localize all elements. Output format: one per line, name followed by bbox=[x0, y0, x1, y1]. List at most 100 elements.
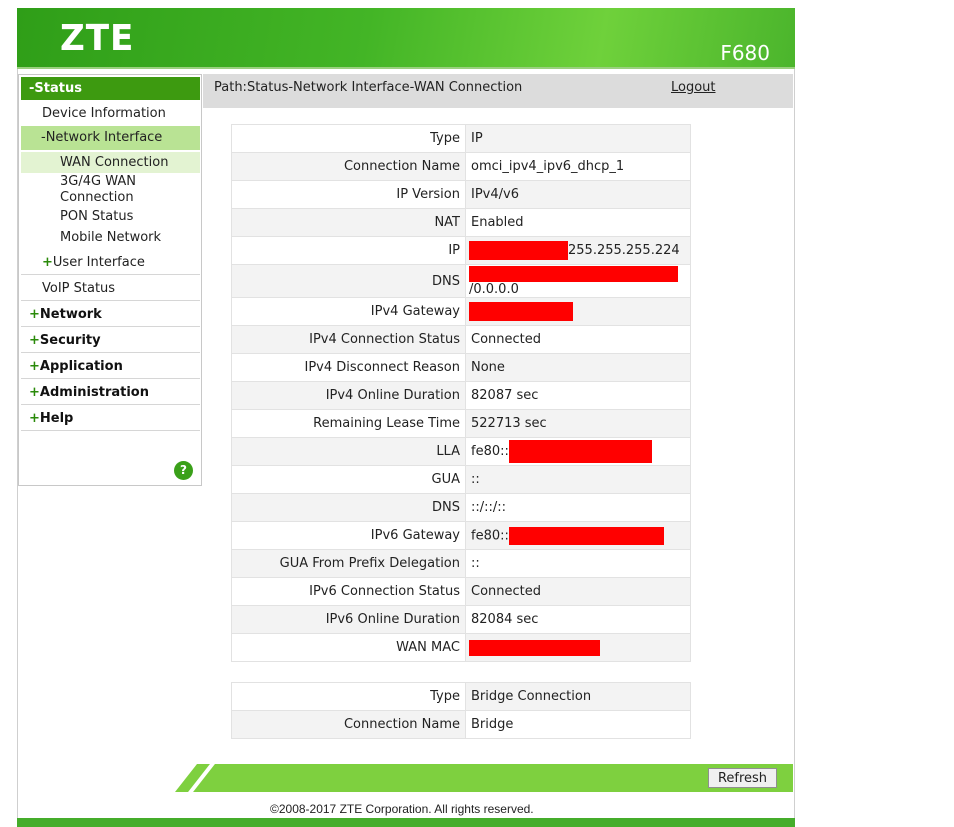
model-name: F680 bbox=[720, 41, 770, 65]
footer-bar bbox=[175, 764, 793, 792]
redaction-block bbox=[508, 526, 664, 545]
field-value: 82084 sec bbox=[465, 605, 691, 634]
field-label: IP Version bbox=[231, 180, 466, 209]
redaction-block bbox=[469, 639, 600, 656]
field-label: IPv6 Online Duration bbox=[231, 605, 466, 634]
field-value: IPv4/v6 bbox=[465, 180, 691, 209]
field-label: IPv4 Connection Status bbox=[231, 325, 466, 354]
table-row: GUA:: bbox=[231, 465, 691, 494]
sidebar-item-device-information[interactable]: Device Information bbox=[42, 106, 166, 121]
copyright-text: ©2008-2017 ZTE Corporation. All rights r… bbox=[270, 802, 534, 816]
wan-connection-table: Type IP Connection Name omci_ipv4_ipv6_dhc… bbox=[231, 124, 691, 662]
table-row: IP 255.255.255.224 bbox=[231, 236, 691, 265]
logout-link[interactable]: Logout bbox=[671, 80, 716, 95]
table-row: Type IP bbox=[231, 124, 691, 153]
sidebar-item-3g4g-wan-line1[interactable]: 3G/4G WAN bbox=[60, 174, 136, 189]
field-value bbox=[465, 633, 691, 662]
field-label: LLA bbox=[231, 437, 466, 466]
field-value: Enabled bbox=[465, 208, 691, 237]
field-label: GUA From Prefix Delegation bbox=[231, 549, 466, 578]
zte-logo: ZTE bbox=[60, 18, 135, 59]
sidebar-item-label: Application bbox=[39, 359, 123, 374]
field-label: NAT bbox=[231, 208, 466, 237]
divider bbox=[21, 274, 200, 275]
redaction-block bbox=[469, 265, 678, 282]
divider bbox=[21, 352, 200, 353]
field-value: 255.255.255.224 bbox=[465, 236, 691, 265]
ip-mask: 255.255.255.224 bbox=[568, 243, 680, 258]
path-bar: Path:Status-Network Interface-WAN Connec… bbox=[203, 74, 793, 108]
sidebar-item-voip-status[interactable]: VoIP Status bbox=[42, 281, 116, 296]
sidebar-item-label: User Interface bbox=[52, 255, 145, 270]
help-icon[interactable]: ? bbox=[174, 461, 193, 480]
table-row: GUA From Prefix Delegation:: bbox=[231, 549, 691, 578]
table-row: LLA fe80:: bbox=[231, 437, 691, 466]
sidebar-item-help[interactable]: +Help bbox=[29, 411, 73, 426]
field-value: omci_ipv4_ipv6_dhcp_1 bbox=[465, 152, 691, 181]
table-row: IP Version IPv4/v6 bbox=[231, 180, 691, 209]
plus-icon: + bbox=[42, 255, 53, 270]
sidebar-item-application[interactable]: +Application bbox=[29, 359, 123, 374]
table-row: IPv4 Connection Status Connected bbox=[231, 325, 691, 354]
sidebar-item-security[interactable]: +Security bbox=[29, 333, 101, 348]
redaction-block bbox=[508, 440, 652, 463]
gateway-prefix: fe80:: bbox=[471, 528, 509, 543]
refresh-button[interactable]: Refresh bbox=[708, 768, 777, 788]
sidebar-item-status[interactable]: -Status bbox=[21, 77, 200, 100]
table-row: WAN MAC bbox=[231, 633, 691, 662]
sidebar-item-label: Security bbox=[39, 333, 101, 348]
table-row: Connection Name omci_ipv4_ipv6_dhcp_1 bbox=[231, 152, 691, 181]
table-row: DNS /0.0.0.0 bbox=[231, 264, 691, 298]
field-label: DNS bbox=[231, 264, 466, 298]
field-label: Type bbox=[231, 682, 466, 711]
field-label: Connection Name bbox=[231, 152, 466, 181]
field-label: Connection Name bbox=[231, 710, 466, 739]
field-value: 82087 sec bbox=[465, 381, 691, 410]
field-value: :: bbox=[465, 549, 691, 578]
sidebar-item-administration[interactable]: +Administration bbox=[29, 385, 149, 400]
sidebar-item-wan-connection[interactable]: WAN Connection bbox=[21, 152, 200, 173]
table-row: NAT Enabled bbox=[231, 208, 691, 237]
field-label: IPv4 Online Duration bbox=[231, 381, 466, 410]
field-value: IP bbox=[465, 124, 691, 153]
divider bbox=[21, 404, 200, 405]
redaction-block bbox=[469, 302, 573, 321]
divider bbox=[21, 378, 200, 379]
sidebar-item-label: Help bbox=[39, 411, 74, 426]
field-value: ::/::/:: bbox=[465, 493, 691, 522]
field-label: Remaining Lease Time bbox=[231, 409, 466, 438]
sidebar-item-network-interface[interactable]: -Network Interface bbox=[21, 126, 200, 150]
table-row: IPv4 Online Duration 82087 sec bbox=[231, 381, 691, 410]
table-row: IPv6 Online Duration 82084 sec bbox=[231, 605, 691, 634]
sidebar-item-pon-status[interactable]: PON Status bbox=[60, 209, 134, 224]
field-value: None bbox=[465, 353, 691, 382]
sidebar-item-3g4g-wan-line2[interactable]: Connection bbox=[60, 190, 134, 205]
field-label: IPv6 Gateway bbox=[231, 521, 466, 550]
plus-icon: + bbox=[29, 359, 40, 374]
redaction-block bbox=[469, 241, 568, 260]
field-label: GUA bbox=[231, 465, 466, 494]
field-value: Connected bbox=[465, 577, 691, 606]
table-row: IPv4 Disconnect Reason None bbox=[231, 353, 691, 382]
sidebar-item-network[interactable]: +Network bbox=[29, 307, 102, 322]
sidebar-menu: -Status Device Information -Network Inte… bbox=[18, 74, 202, 486]
bridge-connection-table: Type Bridge Connection Connection Name Bri… bbox=[231, 682, 691, 739]
header-banner: ZTE F680 bbox=[17, 8, 795, 67]
sidebar-item-user-interface[interactable]: +User Interface bbox=[42, 255, 145, 270]
table-row: Connection Name Bridge bbox=[231, 710, 691, 739]
field-label: Type bbox=[231, 124, 466, 153]
field-value: 522713 sec bbox=[465, 409, 691, 438]
page-frame bbox=[17, 8, 795, 827]
sidebar-item-label: Network bbox=[39, 307, 102, 322]
header-divider bbox=[17, 67, 795, 69]
field-value: Bridge bbox=[465, 710, 691, 739]
plus-icon: + bbox=[29, 307, 40, 322]
footer-stripe bbox=[175, 764, 793, 792]
field-label: DNS bbox=[231, 493, 466, 522]
field-label: IPv4 Disconnect Reason bbox=[231, 353, 466, 382]
sidebar-item-mobile-network[interactable]: Mobile Network bbox=[60, 230, 162, 245]
field-label: IPv4 Gateway bbox=[231, 297, 466, 326]
table-row: IPv6 Gateway fe80:: bbox=[231, 521, 691, 550]
breadcrumb: Path:Status-Network Interface-WAN Connec… bbox=[214, 80, 523, 95]
dns-suffix: /0.0.0.0 bbox=[469, 281, 519, 297]
